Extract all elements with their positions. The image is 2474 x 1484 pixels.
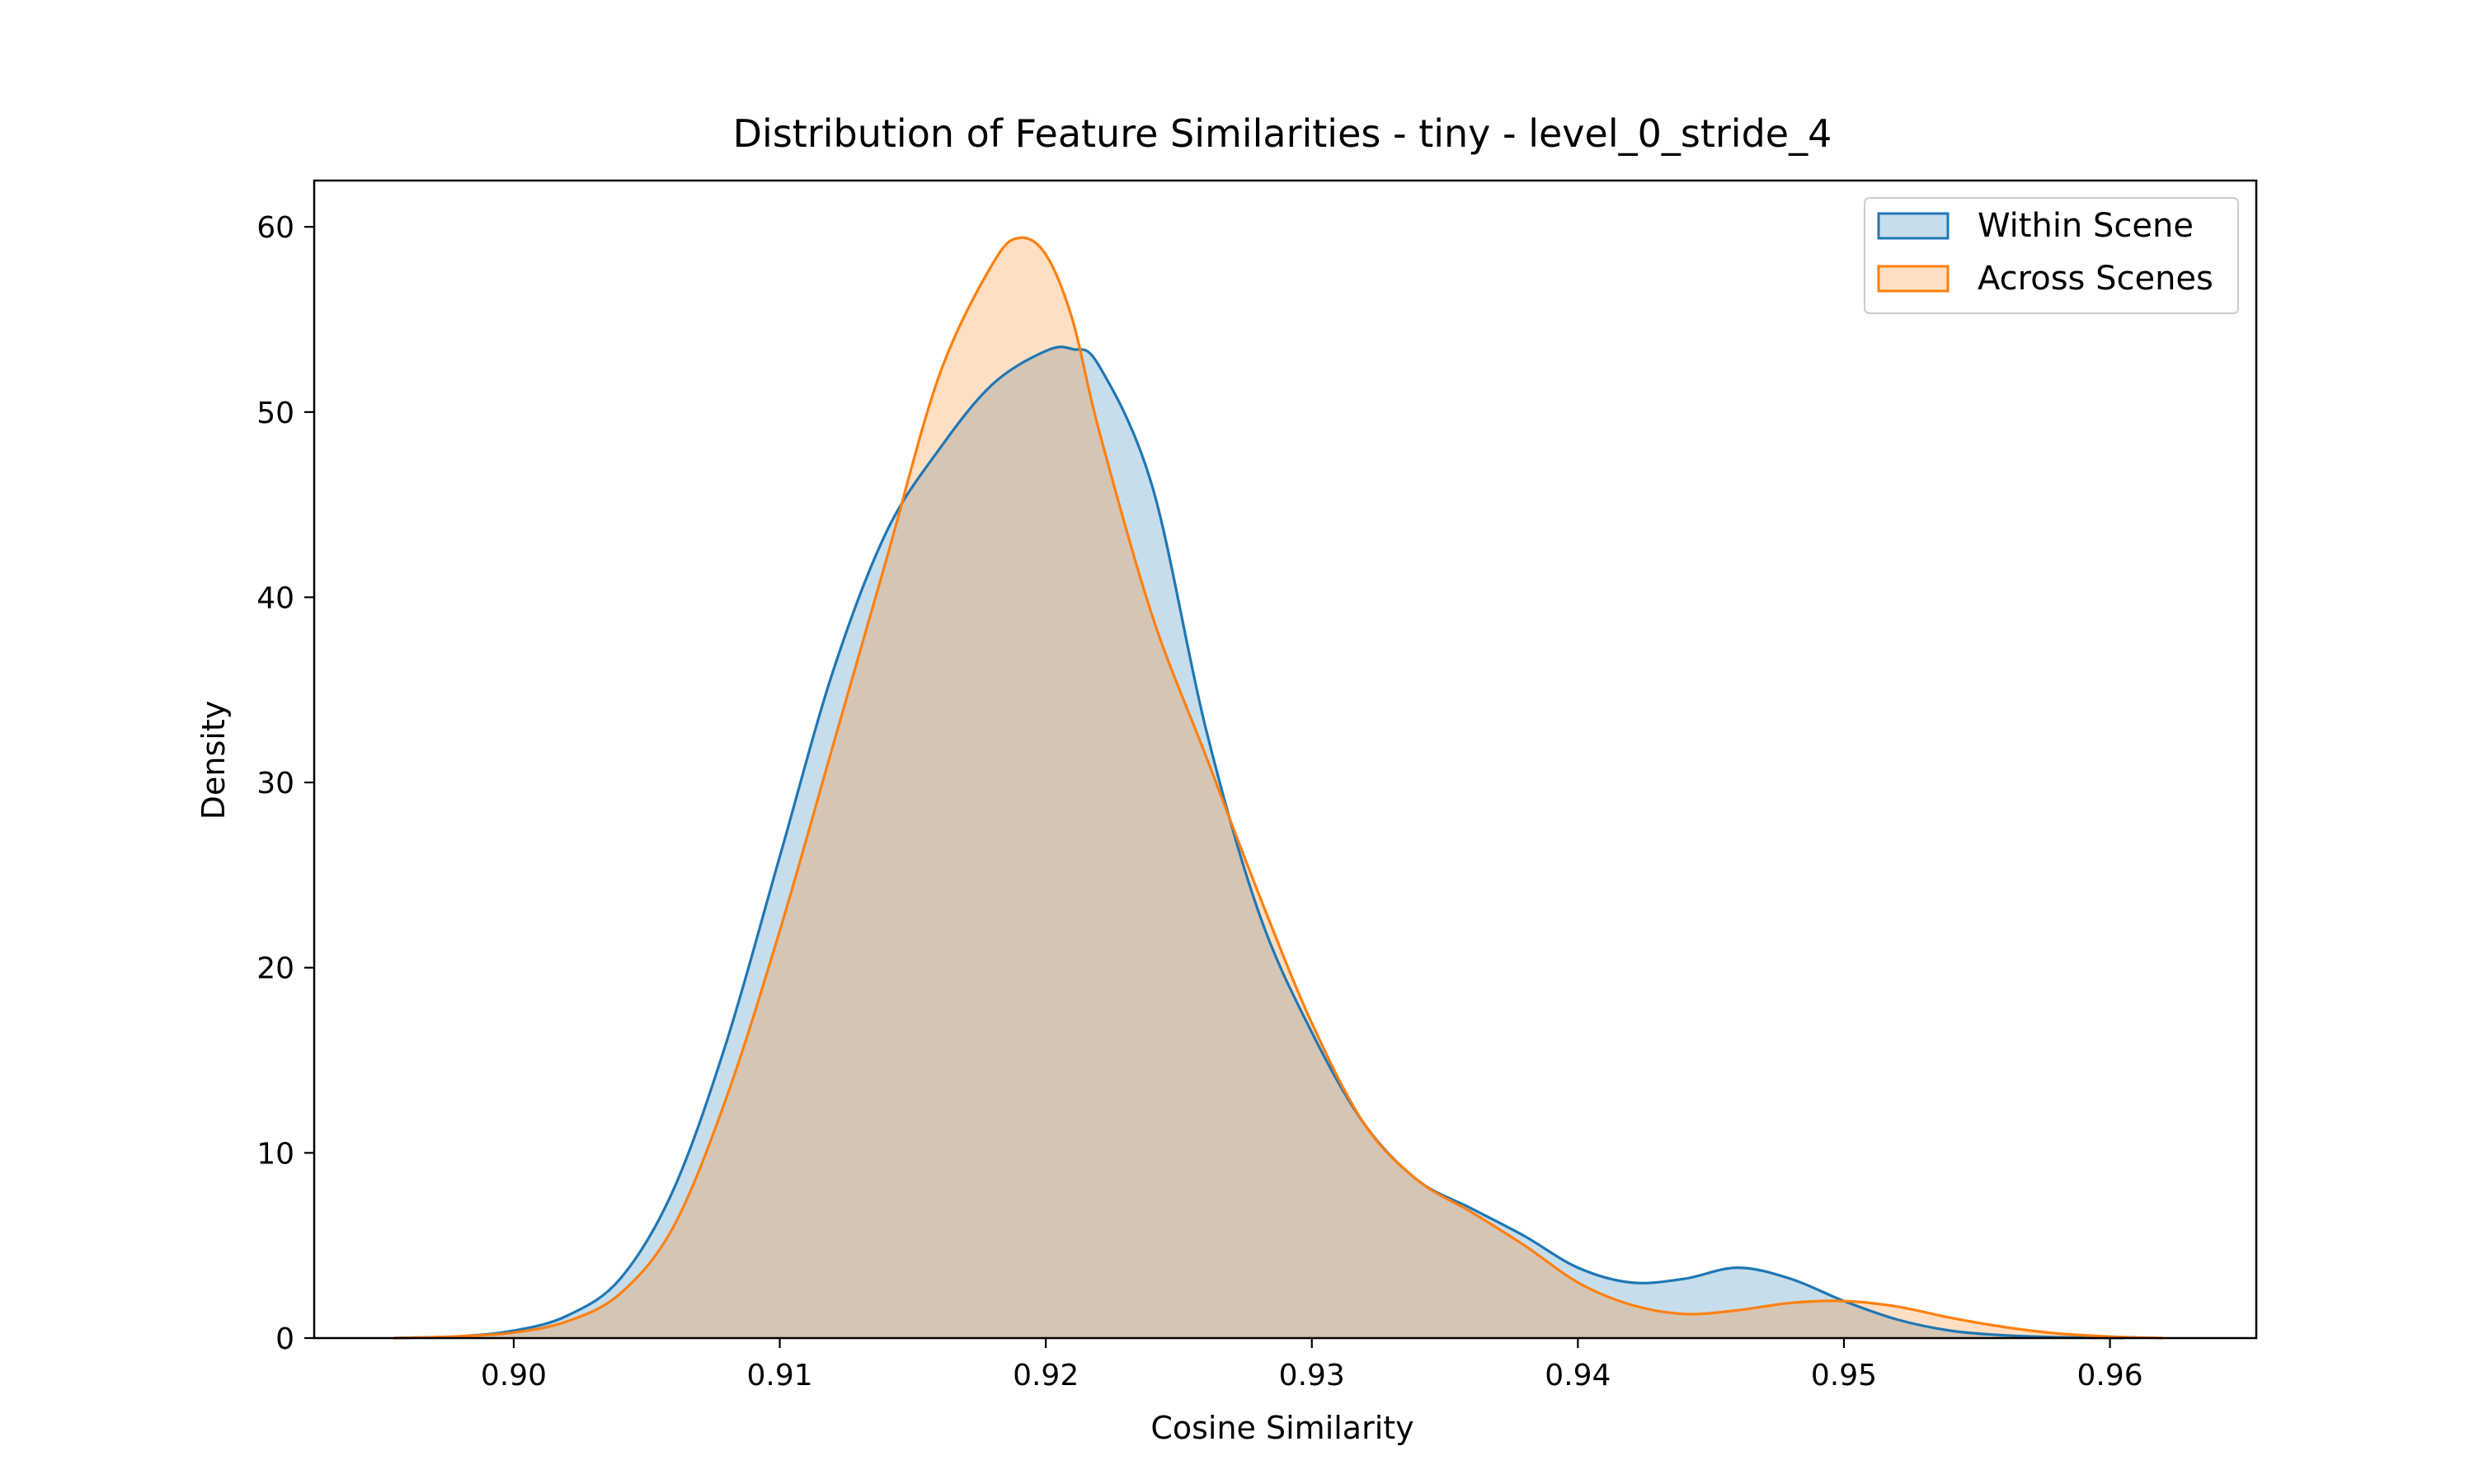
y-tick-label: 0 [275,1322,294,1356]
x-tick-label: 0.94 [1545,1359,1611,1392]
y-tick-label: 30 [256,767,294,801]
y-axis-title: Density [195,701,232,819]
x-tick-label: 0.90 [481,1359,547,1392]
density-line-across-scenes [393,236,2164,1340]
legend-swatch-within-scene [1877,212,1950,240]
plot-frame [313,179,2258,1340]
x-tick-label: 0.93 [1279,1359,1345,1392]
area-fills [393,237,2164,1339]
x-axis: 0.90 0.91 0.92 0.93 0.94 0.95 0.96 [481,1338,2143,1392]
area-fill-within-scene [393,346,2124,1339]
legend-label-across-scenes: Across Scenes [1978,260,2213,298]
plot-layer [393,236,2164,1340]
x-tick-label: 0.92 [1013,1359,1079,1392]
legend-label-within-scene: Within Scene [1978,207,2194,245]
x-axis-title: Cosine Similarity [1150,1410,1413,1446]
y-tick-label: 40 [256,581,294,615]
x-tick-label: 0.95 [1811,1359,1877,1392]
legend-frame [1864,197,2239,314]
legend-swatch-across-scenes [1877,265,1950,293]
y-axis: 0 10 20 30 40 50 60 [256,211,314,1356]
x-tick-label: 0.96 [2077,1359,2142,1392]
y-tick-label: 50 [256,397,294,430]
y-tick-label: 20 [256,952,294,986]
density-line-within-scene [393,345,2124,1340]
y-tick-label: 10 [256,1137,294,1171]
y-tick-label: 60 [256,211,294,245]
x-tick-label: 0.91 [746,1359,812,1392]
legend: Within Scene Across Scenes [1864,197,2239,314]
area-fill-across-scenes [393,237,2164,1339]
chart-title: Distribution of Feature Similarities - t… [733,111,1832,156]
density-lines [393,236,2164,1340]
